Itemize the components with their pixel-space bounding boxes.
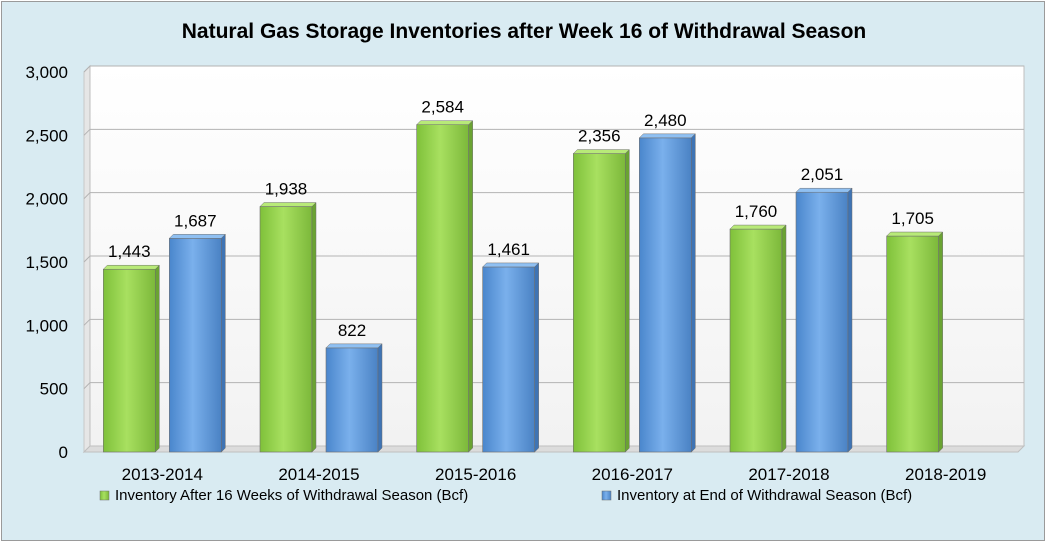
bar-after-16-weeks xyxy=(729,228,783,453)
bar-side xyxy=(377,343,383,453)
bar-top xyxy=(102,264,160,270)
x-tick-label: 2014-2015 xyxy=(278,465,359,484)
data-label: 1,938 xyxy=(265,180,308,199)
bar-side xyxy=(625,148,630,453)
y-tick-label: 3,000 xyxy=(25,63,68,82)
legend-label: Inventory After 16 Weeks of Withdrawal S… xyxy=(115,487,468,504)
bar-side xyxy=(468,120,473,453)
bar-end-of-season xyxy=(169,238,222,453)
y-tick-label: 0 xyxy=(59,443,68,462)
bar-top xyxy=(886,231,944,237)
bar-top xyxy=(795,187,853,193)
x-tick-label: 2017-2018 xyxy=(748,465,829,484)
y-tick-label: 500 xyxy=(40,380,68,399)
legend: Inventory After 16 Weeks of Withdrawal S… xyxy=(99,487,912,504)
x-tick-label: 2018-2019 xyxy=(905,465,986,484)
data-label: 2,584 xyxy=(421,98,464,117)
legend-label: Inventory at End of Withdrawal Season (B… xyxy=(617,487,912,504)
bar-after-16-weeks xyxy=(416,124,469,453)
data-label: 2,480 xyxy=(644,111,687,130)
bar-after-16-weeks xyxy=(259,206,313,453)
bar-after-16-weeks xyxy=(573,153,626,453)
bar-end-of-season xyxy=(639,137,692,453)
gridline xyxy=(83,65,1024,73)
y-tick-label: 2,000 xyxy=(25,190,68,209)
plot-floor xyxy=(82,445,1026,453)
x-tick-label: 2013-2014 xyxy=(122,465,203,484)
x-tick-label: 2016-2017 xyxy=(592,465,673,484)
bar-top xyxy=(168,234,226,239)
bar-side xyxy=(938,231,943,453)
bar-end-of-season xyxy=(325,347,379,453)
legend-swatch-green xyxy=(99,490,110,501)
bar-end-of-season xyxy=(795,191,849,453)
gridline xyxy=(83,255,1024,263)
bar-top xyxy=(729,224,787,230)
y-tick-label: 1,000 xyxy=(25,316,68,335)
bar-side xyxy=(781,224,787,453)
gridline xyxy=(83,382,1024,390)
data-label: 2,356 xyxy=(578,127,621,146)
bar-after-16-weeks xyxy=(886,235,939,453)
y-tick-label: 1,500 xyxy=(25,253,68,272)
bar-side xyxy=(534,262,539,453)
data-label: 1,705 xyxy=(891,209,934,228)
data-label: 1,760 xyxy=(735,202,778,221)
gridline xyxy=(83,128,1024,136)
chart-title: Natural Gas Storage Inventories after We… xyxy=(181,20,867,43)
bar-top xyxy=(325,343,383,349)
bar-side xyxy=(847,187,853,453)
data-label: 822 xyxy=(338,321,366,340)
x-tick-label: 2015-2016 xyxy=(435,465,516,484)
bar-side xyxy=(691,133,696,453)
data-label: 1,687 xyxy=(174,211,217,230)
bar-top xyxy=(638,133,696,139)
bar-top xyxy=(416,120,474,125)
plot-area: 0 500 1,000 1,500 2,000 2,500 3,000 1,443 1,687 2… xyxy=(25,63,1026,484)
data-label: 1,443 xyxy=(108,242,151,261)
gridline xyxy=(83,318,1024,326)
legend-swatch-blue xyxy=(601,490,612,501)
bar-end-of-season xyxy=(482,266,535,453)
bar-top xyxy=(259,202,317,207)
bar-side xyxy=(221,233,226,453)
bar-top xyxy=(572,149,630,154)
bar-side xyxy=(155,264,160,453)
data-label: 1,461 xyxy=(487,240,530,259)
gridline xyxy=(83,192,1024,200)
data-label: 2,051 xyxy=(801,165,844,184)
y-tick-label: 2,500 xyxy=(25,126,68,145)
bar-after-16-weeks xyxy=(103,268,156,453)
bar-top xyxy=(482,262,540,268)
bar-side xyxy=(311,201,317,453)
